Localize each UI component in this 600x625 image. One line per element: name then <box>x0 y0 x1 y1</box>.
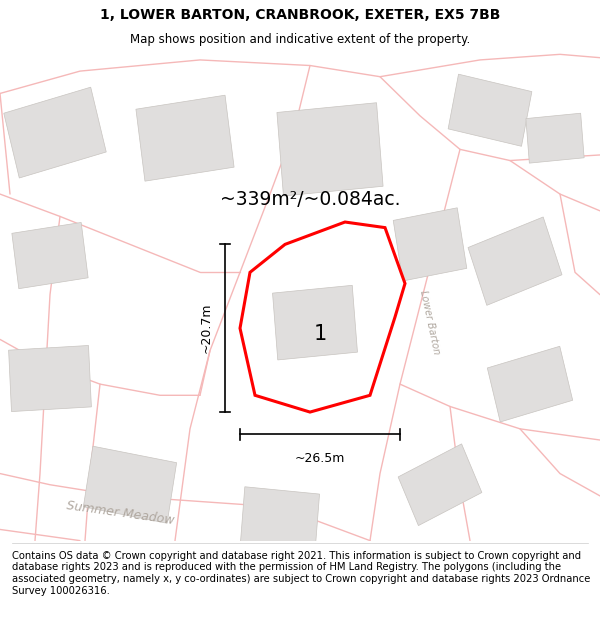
Polygon shape <box>4 87 106 178</box>
Polygon shape <box>83 446 176 523</box>
Polygon shape <box>487 346 572 422</box>
Polygon shape <box>468 217 562 306</box>
Polygon shape <box>272 286 358 360</box>
Polygon shape <box>398 444 482 526</box>
Polygon shape <box>8 346 91 412</box>
Text: Contains OS data © Crown copyright and database right 2021. This information is : Contains OS data © Crown copyright and d… <box>12 551 590 596</box>
Polygon shape <box>12 222 88 289</box>
Polygon shape <box>241 487 320 550</box>
Polygon shape <box>136 95 234 181</box>
Polygon shape <box>277 102 383 196</box>
Text: ~20.7m: ~20.7m <box>200 303 213 354</box>
Polygon shape <box>526 113 584 163</box>
Text: Map shows position and indicative extent of the property.: Map shows position and indicative extent… <box>130 34 470 46</box>
Text: Lower Barton: Lower Barton <box>418 289 442 356</box>
Polygon shape <box>393 208 467 281</box>
Text: 1, LOWER BARTON, CRANBROOK, EXETER, EX5 7BB: 1, LOWER BARTON, CRANBROOK, EXETER, EX5 … <box>100 8 500 22</box>
Polygon shape <box>448 74 532 146</box>
Text: ~339m²/~0.084ac.: ~339m²/~0.084ac. <box>220 190 400 209</box>
Polygon shape <box>240 222 405 412</box>
Text: ~26.5m: ~26.5m <box>295 452 345 465</box>
Text: Summer Meadow: Summer Meadow <box>65 499 175 527</box>
Text: 1: 1 <box>313 324 326 344</box>
